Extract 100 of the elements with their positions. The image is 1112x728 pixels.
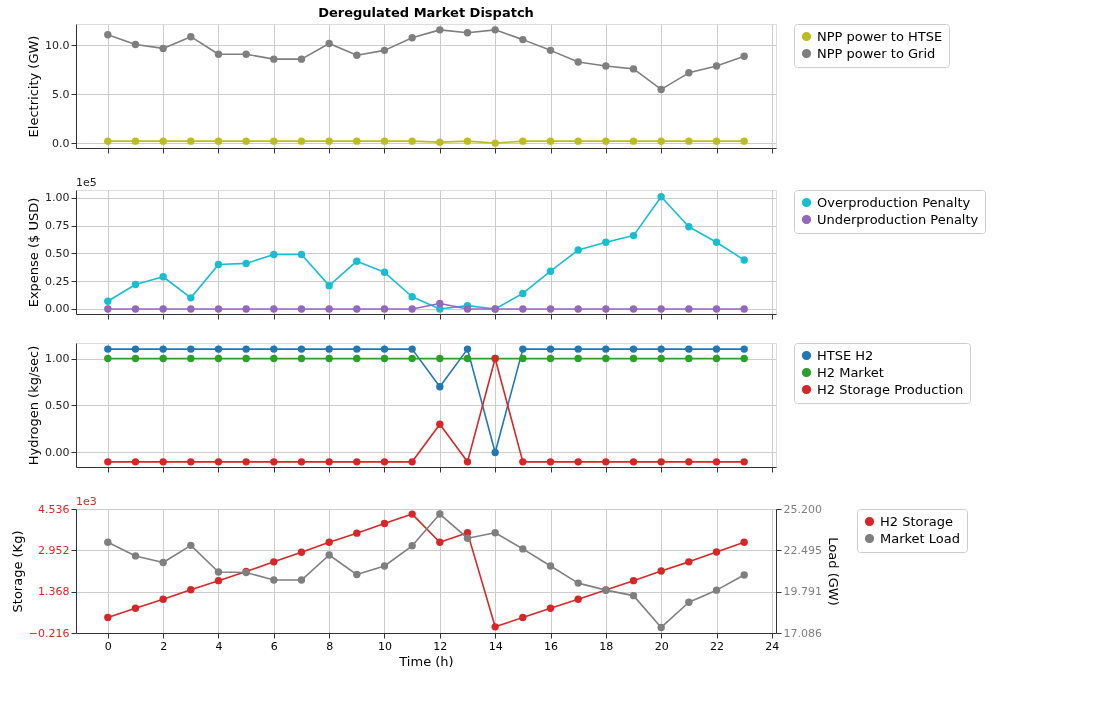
y-tick-label: 2.952: [38, 543, 70, 557]
point: [187, 541, 195, 550]
point: [546, 46, 555, 55]
point: [297, 458, 306, 466]
y-axis-title: Electricity (GW): [26, 35, 42, 138]
x-tick-label: 18: [599, 639, 614, 653]
point: [436, 510, 444, 518]
point: [270, 354, 278, 363]
point: [159, 458, 167, 466]
legend-label: NPP power to Grid: [817, 45, 936, 61]
point: [408, 293, 416, 301]
y-axis-title: Hydrogen (kg/sec): [26, 345, 42, 466]
point: [436, 420, 444, 428]
point: [602, 305, 610, 313]
point: [353, 137, 361, 145]
point: [353, 257, 361, 265]
point: [685, 69, 693, 77]
point: [242, 458, 250, 466]
point: [740, 354, 748, 363]
point: [214, 260, 223, 269]
point: [408, 510, 416, 518]
point: [380, 458, 389, 466]
point: [602, 238, 610, 246]
y-tick-label: 0.25: [45, 274, 70, 288]
point: [325, 137, 333, 145]
point: [408, 542, 416, 550]
point: [463, 29, 472, 37]
point: [657, 567, 665, 575]
point: [629, 305, 638, 313]
point: [602, 137, 610, 145]
point: [104, 538, 112, 547]
text: 1e5: [76, 176, 97, 189]
point: [104, 345, 112, 353]
point: [380, 268, 389, 276]
y-tick-label: −0.216: [28, 626, 70, 640]
point: [685, 305, 693, 313]
point: [519, 35, 527, 44]
point: [187, 458, 195, 466]
point: [159, 558, 167, 567]
x-tick-label: 2: [160, 639, 168, 653]
y-tick-label: 4.536: [38, 502, 70, 516]
point: [104, 31, 112, 39]
point: [546, 354, 555, 363]
point: [325, 281, 333, 290]
y-tick-label: 0.75: [45, 219, 70, 233]
point: [657, 354, 665, 363]
point: [519, 354, 527, 363]
text: 1e3: [76, 495, 97, 508]
point: [546, 345, 555, 353]
point: [712, 305, 721, 313]
point: [436, 382, 444, 391]
legend-label: HTSE H2: [817, 347, 874, 363]
point: [685, 558, 693, 566]
point: [325, 39, 333, 48]
point: [740, 571, 748, 579]
y-tick-label: 0.0: [52, 136, 70, 150]
point: [740, 458, 748, 466]
point: [131, 604, 140, 613]
point: [353, 458, 361, 466]
point: [380, 345, 389, 353]
point: [380, 46, 389, 55]
point: [353, 51, 361, 59]
point: [297, 548, 306, 556]
point: [463, 534, 472, 542]
x-tick-label: 10: [378, 639, 392, 653]
point: [214, 50, 223, 58]
x-tick-label: 24: [765, 639, 780, 653]
point: [491, 139, 499, 147]
point: [463, 305, 472, 313]
point: [214, 568, 223, 576]
point: [657, 192, 665, 201]
point: [463, 345, 472, 353]
point: [519, 545, 527, 553]
point: [629, 137, 638, 145]
point: [159, 273, 167, 281]
point: [491, 623, 499, 631]
point: [242, 305, 250, 313]
point: [297, 305, 306, 313]
point: [131, 458, 140, 466]
point: [104, 137, 112, 145]
y-tick-label: 0.50: [45, 246, 70, 260]
legend-label: Underproduction Penalty: [817, 211, 979, 227]
point: [297, 250, 306, 259]
point: [740, 137, 748, 145]
point: [519, 305, 527, 313]
y-tick-label: 1.00: [45, 352, 70, 365]
point: [740, 345, 748, 353]
point: [685, 354, 693, 363]
legend-label: Overproduction Penalty: [817, 194, 971, 210]
point: [187, 345, 195, 353]
point: [519, 345, 527, 353]
point: [629, 354, 638, 363]
x-tick-label: 16: [544, 639, 559, 653]
point: [270, 137, 278, 145]
point: [353, 305, 361, 313]
point: [159, 354, 167, 363]
legend-label: H2 Storage Production: [817, 381, 964, 397]
point: [657, 623, 665, 632]
legend-label: Market Load: [880, 530, 961, 546]
legend-label: NPP power to HTSE: [817, 28, 943, 44]
